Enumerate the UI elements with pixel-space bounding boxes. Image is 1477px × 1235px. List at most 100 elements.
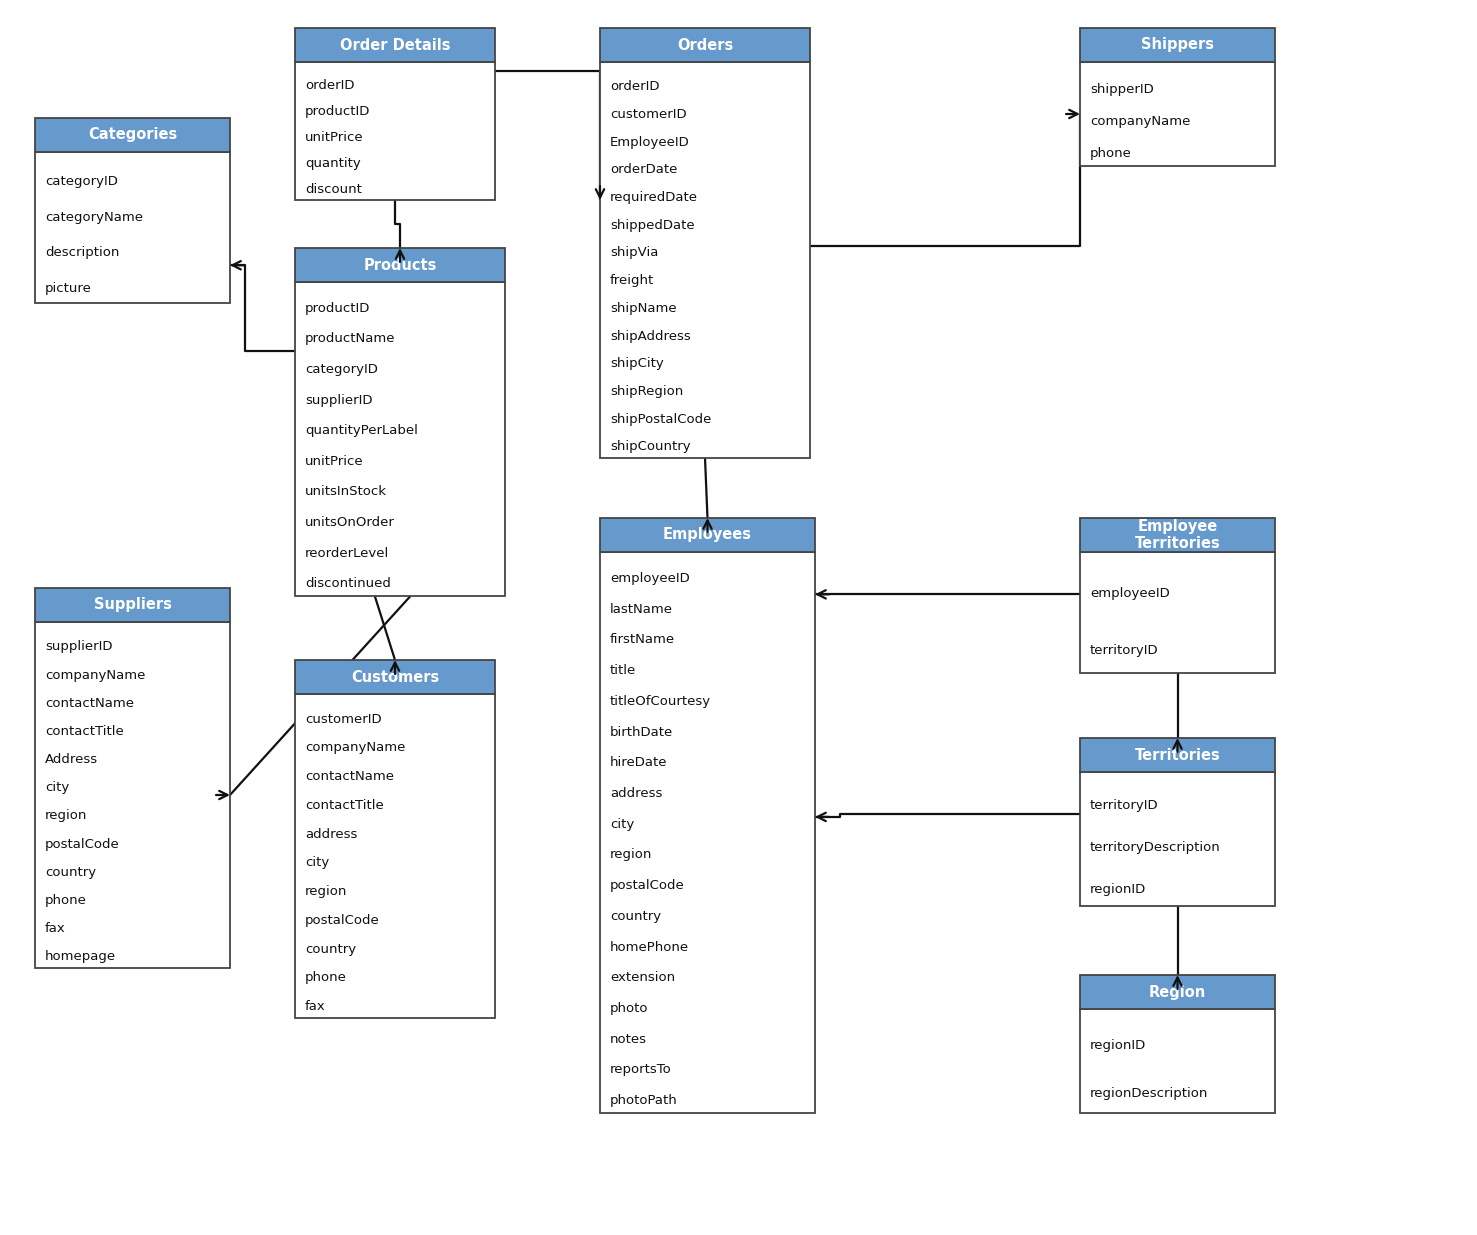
Text: firstName: firstName (610, 634, 675, 646)
Text: city: city (304, 856, 329, 869)
Text: postalCode: postalCode (610, 879, 685, 892)
Text: hireDate: hireDate (610, 756, 668, 769)
Text: contactName: contactName (304, 771, 394, 783)
Text: regionDescription: regionDescription (1090, 1087, 1208, 1100)
Bar (1080, 739, 1275, 772)
Text: companyName: companyName (44, 668, 145, 682)
Text: address: address (304, 827, 357, 841)
Bar (1080, 517, 1275, 552)
Bar (295, 694, 495, 1018)
Text: territoryID: territoryID (1090, 643, 1158, 657)
Text: homePhone: homePhone (610, 941, 690, 953)
Text: city: city (610, 818, 634, 831)
Text: EmployeeID: EmployeeID (610, 136, 690, 148)
Bar (1080, 552, 1275, 673)
Text: discount: discount (304, 183, 362, 196)
Text: supplierID: supplierID (44, 641, 112, 653)
Bar (35, 622, 230, 968)
Text: productID: productID (304, 301, 371, 315)
Text: categoryID: categoryID (304, 363, 378, 377)
Text: fax: fax (44, 923, 66, 935)
Text: reportsTo: reportsTo (610, 1063, 672, 1077)
Text: quantity: quantity (304, 157, 360, 170)
Text: region: region (44, 809, 87, 823)
Text: categoryID: categoryID (44, 175, 118, 188)
Text: unitsOnOrder: unitsOnOrder (304, 516, 394, 529)
Text: city: city (44, 782, 69, 794)
Text: orderDate: orderDate (610, 163, 678, 177)
Text: Categories: Categories (87, 127, 177, 142)
Text: supplierID: supplierID (304, 394, 372, 406)
Text: productName: productName (304, 332, 396, 346)
Text: territoryID: territoryID (1090, 799, 1158, 811)
Text: country: country (304, 942, 356, 956)
Bar (295, 28, 495, 62)
Text: orderID: orderID (610, 80, 660, 93)
Text: customerID: customerID (610, 107, 687, 121)
Text: country: country (610, 910, 662, 923)
Bar (1080, 1009, 1275, 1113)
Bar (295, 248, 505, 282)
Text: regionID: regionID (1090, 1040, 1146, 1052)
Text: title: title (610, 664, 637, 677)
Text: Products: Products (363, 258, 437, 273)
Text: birthDate: birthDate (610, 725, 674, 739)
Text: unitPrice: unitPrice (304, 131, 363, 144)
Text: Suppliers: Suppliers (93, 598, 171, 613)
Text: country: country (44, 866, 96, 879)
Text: lastName: lastName (610, 603, 674, 616)
Bar (295, 659, 495, 694)
Text: shipRegion: shipRegion (610, 385, 684, 398)
Text: shipName: shipName (610, 301, 676, 315)
Text: phone: phone (304, 971, 347, 984)
Text: notes: notes (610, 1032, 647, 1046)
Text: companyName: companyName (1090, 115, 1190, 127)
Bar (1080, 62, 1275, 165)
Text: contactName: contactName (44, 697, 134, 710)
Text: homepage: homepage (44, 950, 117, 963)
Bar (35, 152, 230, 303)
Bar (600, 552, 815, 1113)
Text: categoryName: categoryName (44, 211, 143, 224)
Bar (295, 62, 495, 200)
Text: contactTitle: contactTitle (304, 799, 384, 811)
Text: territoryDescription: territoryDescription (1090, 841, 1221, 853)
Text: titleOfCourtesy: titleOfCourtesy (610, 695, 710, 708)
Bar (600, 62, 809, 458)
Text: quantityPerLabel: quantityPerLabel (304, 425, 418, 437)
Text: employeeID: employeeID (610, 572, 690, 585)
Text: Order Details: Order Details (340, 37, 450, 53)
Text: picture: picture (44, 283, 92, 295)
Text: freight: freight (610, 274, 654, 287)
Text: postalCode: postalCode (304, 914, 380, 926)
Text: shipVia: shipVia (610, 247, 659, 259)
Text: Customers: Customers (352, 669, 439, 684)
Text: discontinued: discontinued (304, 577, 391, 590)
Text: shipPostalCode: shipPostalCode (610, 412, 712, 426)
Text: productID: productID (304, 105, 371, 119)
Text: Shippers: Shippers (1142, 37, 1214, 53)
Text: shippedDate: shippedDate (610, 219, 694, 232)
Bar (295, 282, 505, 597)
Bar (600, 517, 815, 552)
Text: shipAddress: shipAddress (610, 330, 691, 342)
Text: shipCity: shipCity (610, 357, 663, 370)
Text: photoPath: photoPath (610, 1094, 678, 1108)
Text: shipperID: shipperID (1090, 83, 1154, 95)
Text: companyName: companyName (304, 741, 405, 755)
Bar (600, 28, 809, 62)
Bar (35, 119, 230, 152)
Text: fax: fax (304, 1000, 326, 1013)
Text: Territories: Territories (1134, 747, 1220, 762)
Text: phone: phone (44, 894, 87, 906)
Text: unitsInStock: unitsInStock (304, 485, 387, 499)
Text: extension: extension (610, 971, 675, 984)
Text: photo: photo (610, 1002, 648, 1015)
Bar (1080, 772, 1275, 906)
Text: address: address (610, 787, 662, 800)
Text: phone: phone (1090, 147, 1131, 159)
Text: region: region (610, 848, 653, 862)
Text: unitPrice: unitPrice (304, 454, 363, 468)
Text: Address: Address (44, 753, 97, 766)
Text: Employees: Employees (663, 527, 752, 542)
